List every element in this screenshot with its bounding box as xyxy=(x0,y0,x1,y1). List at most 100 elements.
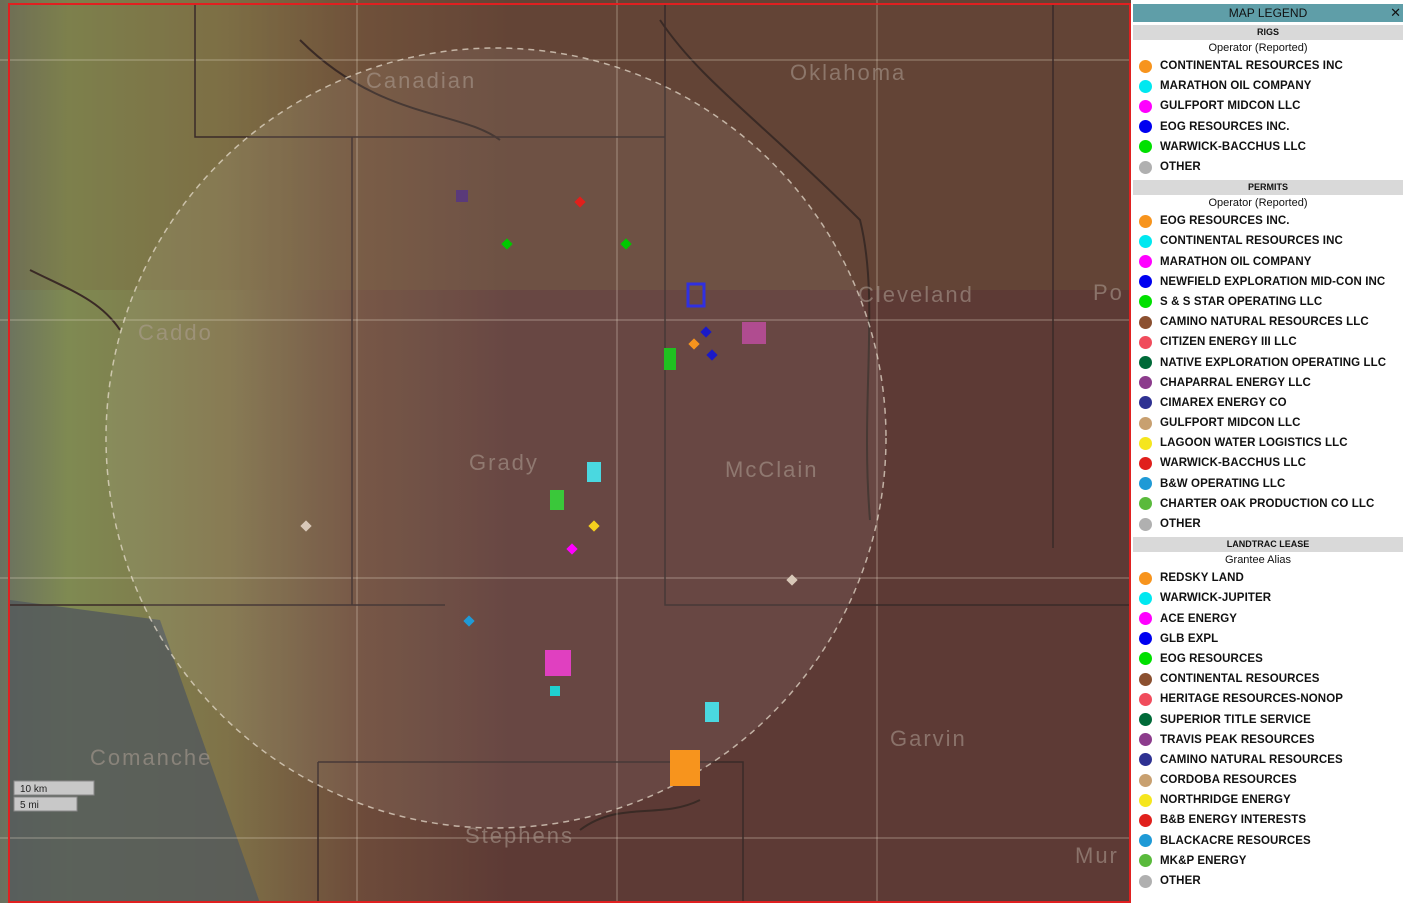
rig[interactable] xyxy=(550,490,564,510)
legend-swatch xyxy=(1139,457,1152,470)
legend-label: SUPERIOR TITLE SERVICE xyxy=(1160,714,1311,726)
legend-item[interactable]: MK&P ENERGY xyxy=(1133,851,1403,871)
legend-swatch xyxy=(1139,794,1152,807)
legend-item[interactable]: ACE ENERGY xyxy=(1133,609,1403,629)
permit[interactable] xyxy=(664,348,676,370)
legend-label: NORTHRIDGE ENERGY xyxy=(1160,794,1291,806)
legend-item[interactable]: MARATHON OIL COMPANY xyxy=(1133,252,1403,272)
legend-swatch xyxy=(1139,140,1152,153)
legend-item[interactable]: B&B ENERGY INTERESTS xyxy=(1133,810,1403,830)
legend-swatch xyxy=(1139,572,1152,585)
legend-item[interactable]: LAGOON WATER LOGISTICS LLC xyxy=(1133,433,1403,453)
legend-item[interactable]: CAMINO NATURAL RESOURCES xyxy=(1133,750,1403,770)
legend-item[interactable]: EOG RESOURCES INC. xyxy=(1133,117,1403,137)
legend-label: REDSKY LAND xyxy=(1160,572,1244,584)
legend-item[interactable]: CITIZEN ENERGY III LLC xyxy=(1133,332,1403,352)
legend-item[interactable]: TRAVIS PEAK RESOURCES xyxy=(1133,730,1403,750)
legend-label: S & S STAR OPERATING LLC xyxy=(1160,296,1322,308)
legend-item[interactable]: CORDOBA RESOURCES xyxy=(1133,770,1403,790)
legend-swatch xyxy=(1139,612,1152,625)
legend-swatch xyxy=(1139,417,1152,430)
rig[interactable] xyxy=(670,750,700,786)
legend-label: OTHER xyxy=(1160,875,1201,887)
section-subtitle: Operator (Reported) xyxy=(1133,195,1403,211)
legend-item[interactable]: GULFPORT MIDCON LLC xyxy=(1133,413,1403,433)
legend-item[interactable]: CONTINENTAL RESOURCES INC xyxy=(1133,231,1403,251)
legend-item[interactable]: CHARTER OAK PRODUCTION CO LLC xyxy=(1133,494,1403,514)
radius-circle xyxy=(106,48,886,828)
legend-label: CHAPARRAL ENERGY LLC xyxy=(1160,377,1311,389)
legend-item[interactable]: SUPERIOR TITLE SERVICE xyxy=(1133,709,1403,729)
legend-item[interactable]: MARATHON OIL COMPANY xyxy=(1133,76,1403,96)
legend-item[interactable]: OTHER xyxy=(1133,514,1403,534)
legend-item[interactable]: CONTINENTAL RESOURCES INC xyxy=(1133,56,1403,76)
county-label: Grady xyxy=(469,450,539,475)
county-label: Stephens xyxy=(465,823,574,848)
rig[interactable] xyxy=(545,650,571,676)
scale-label: 10 km xyxy=(20,784,47,795)
legend-item[interactable]: EOG RESOURCES xyxy=(1133,649,1403,669)
legend-label: NEWFIELD EXPLORATION MID-CON INC xyxy=(1160,276,1385,288)
legend-item[interactable]: OTHER xyxy=(1133,157,1403,177)
legend-item[interactable]: CONTINENTAL RESOURCES xyxy=(1133,669,1403,689)
legend-item[interactable]: GULFPORT MIDCON LLC xyxy=(1133,96,1403,116)
legend-label: B&B ENERGY INTERESTS xyxy=(1160,814,1306,826)
legend-item[interactable]: CHAPARRAL ENERGY LLC xyxy=(1133,373,1403,393)
legend-swatch xyxy=(1139,713,1152,726)
legend-label: WARWICK-BACCHUS LLC xyxy=(1160,141,1306,153)
legend-label: WARWICK-BACCHUS LLC xyxy=(1160,457,1306,469)
permit[interactable] xyxy=(550,686,560,696)
legend-item[interactable]: WARWICK-JUPITER xyxy=(1133,588,1403,608)
legend-label: MARATHON OIL COMPANY xyxy=(1160,80,1312,92)
close-button[interactable]: ✕ xyxy=(1390,4,1401,22)
legend-label: GULFPORT MIDCON LLC xyxy=(1160,100,1301,112)
county-label: Comanche xyxy=(90,745,212,770)
legend-item[interactable]: WARWICK-BACCHUS LLC xyxy=(1133,453,1403,473)
legend-label: CORDOBA RESOURCES xyxy=(1160,774,1297,786)
county-label: Mur xyxy=(1075,843,1119,868)
section-title: RIGS xyxy=(1133,25,1403,40)
legend-label: EOG RESOURCES xyxy=(1160,653,1263,665)
permit[interactable] xyxy=(742,322,766,344)
legend-label: OTHER xyxy=(1160,518,1201,530)
legend-item[interactable]: B&W OPERATING LLC xyxy=(1133,474,1403,494)
legend-item[interactable]: NORTHRIDGE ENERGY xyxy=(1133,790,1403,810)
legend-swatch xyxy=(1139,497,1152,510)
legend-item[interactable]: BLACKACRE RESOURCES xyxy=(1133,831,1403,851)
legend-item[interactable]: S & S STAR OPERATING LLC xyxy=(1133,292,1403,312)
legend-item[interactable]: EOG RESOURCES INC. xyxy=(1133,211,1403,231)
legend-label: ACE ENERGY xyxy=(1160,613,1237,625)
legend-swatch xyxy=(1139,673,1152,686)
legend-swatch xyxy=(1139,235,1152,248)
legend-swatch xyxy=(1139,814,1152,827)
legend-label: GULFPORT MIDCON LLC xyxy=(1160,417,1301,429)
legend-item[interactable]: CAMINO NATURAL RESOURCES LLC xyxy=(1133,312,1403,332)
legend-label: B&W OPERATING LLC xyxy=(1160,478,1285,490)
county-label: Po xyxy=(1093,280,1124,305)
legend-swatch xyxy=(1139,477,1152,490)
legend-item[interactable]: NEWFIELD EXPLORATION MID-CON INC xyxy=(1133,272,1403,292)
legend-swatch xyxy=(1139,275,1152,288)
legend-swatch xyxy=(1139,376,1152,389)
legend-item[interactable]: WARWICK-BACCHUS LLC xyxy=(1133,137,1403,157)
rig[interactable] xyxy=(587,462,601,482)
legend-item[interactable]: GLB EXPL xyxy=(1133,629,1403,649)
legend-label: OTHER xyxy=(1160,161,1201,173)
permit[interactable] xyxy=(456,190,468,202)
legend-swatch xyxy=(1139,60,1152,73)
county-label: Oklahoma xyxy=(790,60,906,85)
legend-label: NATIVE EXPLORATION OPERATING LLC xyxy=(1160,357,1386,369)
legend-label: EOG RESOURCES INC. xyxy=(1160,121,1290,133)
legend-item[interactable]: CIMAREX ENERGY CO xyxy=(1133,393,1403,413)
legend-item[interactable]: HERITAGE RESOURCES-NONOP xyxy=(1133,689,1403,709)
legend-item[interactable]: NATIVE EXPLORATION OPERATING LLC xyxy=(1133,352,1403,372)
legend-label: MK&P ENERGY xyxy=(1160,855,1247,867)
section-title: PERMITS xyxy=(1133,180,1403,195)
legend-item[interactable]: REDSKY LAND xyxy=(1133,568,1403,588)
legend-label: CHARTER OAK PRODUCTION CO LLC xyxy=(1160,498,1374,510)
legend-item[interactable]: OTHER xyxy=(1133,871,1403,891)
legend-label: CONTINENTAL RESOURCES INC xyxy=(1160,60,1343,72)
rig[interactable] xyxy=(705,702,719,722)
legend-swatch xyxy=(1139,336,1152,349)
